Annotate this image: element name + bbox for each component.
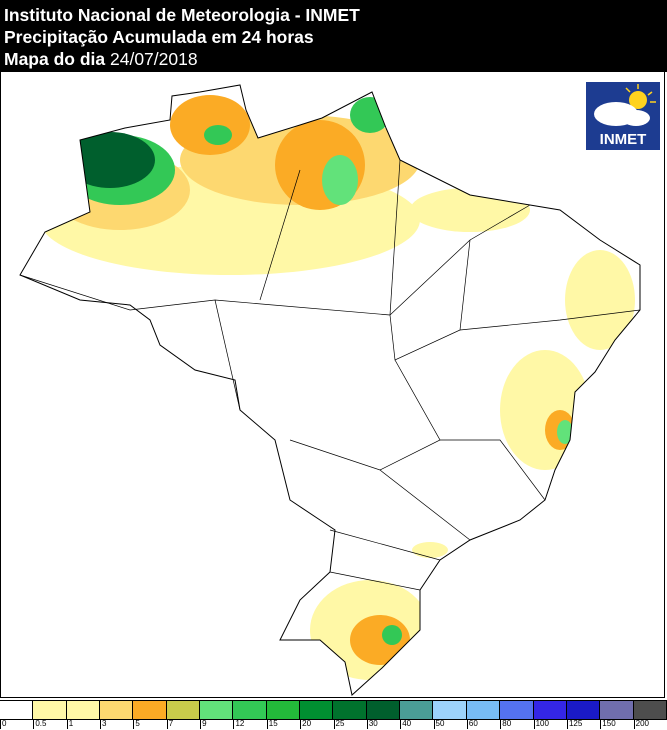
map-frame — [0, 72, 665, 698]
legend-swatch — [366, 701, 401, 719]
legend-label: 15 — [266, 719, 278, 729]
legend-swatch — [0, 701, 34, 719]
precipitation-legend — [0, 700, 667, 720]
legend-swatch — [533, 701, 567, 719]
logo-text: INMET — [599, 131, 647, 148]
legend-label: 80 — [500, 719, 512, 729]
map-date-label: Mapa do dia — [4, 49, 106, 69]
legend-label: 5 — [133, 719, 140, 729]
legend-label: 7 — [166, 719, 174, 729]
legend-label: 60 — [466, 719, 478, 729]
legend-swatch — [300, 701, 334, 719]
legend-swatch — [333, 701, 367, 719]
legend-swatch — [66, 701, 101, 719]
legend-label: 50 — [433, 719, 445, 729]
legend-label: 30 — [366, 719, 378, 729]
legend-swatch — [400, 701, 434, 719]
precipitation-shading — [20, 85, 640, 695]
legend-label: 20 — [300, 719, 312, 729]
inmet-logo: INMET — [586, 82, 660, 150]
legend-label: 0 — [0, 719, 7, 729]
legend-label: 1 — [66, 719, 74, 729]
legend-swatch — [266, 701, 301, 719]
state-borders — [19, 159, 641, 591]
legend-swatch — [166, 701, 201, 719]
map-header: Instituto Nacional de Meteorologia - INM… — [0, 0, 667, 72]
legend-swatch — [133, 701, 167, 719]
institute-title: Instituto Nacional de Meteorologia - INM… — [4, 5, 360, 25]
legend-swatch — [100, 701, 134, 719]
map-title: Precipitação Acumulada em 24 horas — [4, 27, 314, 47]
legend-label: 200 — [633, 719, 649, 729]
legend-label: 0.5 — [33, 719, 47, 729]
legend-label: 40 — [400, 719, 412, 729]
legend-swatch — [633, 701, 667, 719]
legend-label: 3 — [100, 719, 107, 729]
legend-swatch — [566, 701, 601, 719]
legend-labels: 0 0.5 1 3 5 7 9 12 15 20 25 30 40 50 60 80 100 125 150 200 — [0, 719, 667, 730]
legend-swatch — [500, 701, 534, 719]
legend-swatch — [233, 701, 267, 719]
legend-label: 25 — [333, 719, 345, 729]
precipitation-map — [19, 84, 641, 696]
legend-swatch — [466, 701, 501, 719]
legend-label: 12 — [233, 719, 245, 729]
legend-label: 100 — [533, 719, 549, 729]
legend-label: 125 — [566, 719, 583, 729]
legend-swatch — [200, 701, 234, 719]
legend-swatch — [433, 701, 467, 719]
legend-label: 150 — [600, 719, 616, 729]
cloud-sun-icon — [594, 84, 656, 126]
legend-label: 9 — [200, 719, 207, 729]
legend-swatch — [33, 701, 67, 719]
legend-swatch — [600, 701, 634, 719]
map-date-line: Mapa do dia 24/07/2018 — [4, 49, 198, 69]
map-date: 24/07/2018 — [110, 49, 198, 69]
